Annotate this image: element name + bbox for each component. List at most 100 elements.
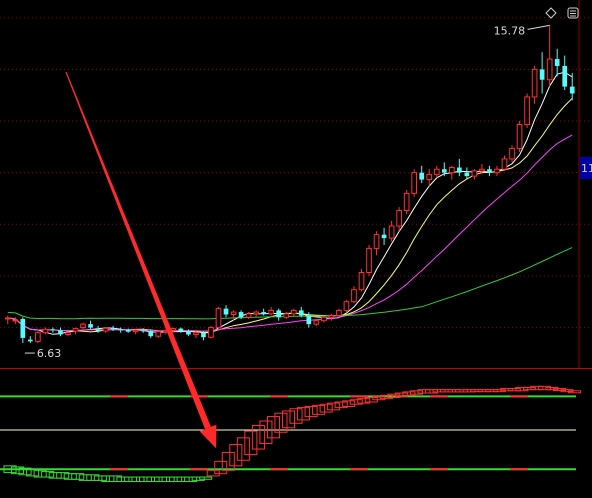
candle-body-32 — [245, 313, 252, 318]
red-arrow-annotation — [65, 71, 217, 449]
candle-1 — [12, 317, 19, 325]
candle-73 — [554, 48, 560, 77]
candle-33 — [253, 310, 259, 318]
indicator-bar-7 — [56, 472, 70, 479]
candle-body-41 — [313, 320, 320, 325]
diamond-icon[interactable] — [543, 6, 559, 22]
candle-body-35 — [268, 309, 275, 315]
candle-body-66 — [501, 158, 508, 170]
candle-74 — [562, 55, 568, 91]
indicator-bar-58 — [440, 389, 454, 393]
candle-32 — [245, 312, 252, 319]
indicator-bar-19 — [146, 476, 160, 483]
candlestick-series — [4, 25, 575, 344]
candle-24 — [186, 329, 191, 337]
candle-19 — [148, 329, 154, 338]
candle-71 — [539, 52, 545, 94]
candle-body-57 — [433, 168, 440, 175]
candle-body-34 — [261, 312, 266, 314]
candle-62 — [471, 169, 478, 180]
indicator-bar-64 — [485, 389, 499, 393]
candle-29 — [223, 305, 229, 318]
candle-20 — [155, 331, 162, 338]
candle-body-31 — [238, 312, 244, 318]
candle-body-7 — [58, 330, 63, 335]
low-price-label: 6.63 — [37, 347, 62, 360]
candle-35 — [268, 306, 275, 316]
ma20-line — [7, 134, 573, 332]
high-price-label: 15.78 — [494, 24, 526, 37]
candle-body-45 — [343, 301, 350, 311]
candle-body-19 — [148, 331, 154, 337]
candle-body-52 — [396, 210, 402, 227]
candle-body-23 — [178, 328, 184, 332]
indicator-bar-36 — [274, 412, 288, 433]
indicator-bar-18 — [138, 476, 153, 483]
indicator-bar-34 — [259, 420, 273, 444]
indicator-bar-29 — [221, 451, 235, 471]
candle-body-38 — [290, 309, 297, 315]
indicator-bar-30 — [229, 444, 243, 467]
candle-body-68 — [516, 123, 523, 150]
candle-body-13 — [102, 327, 109, 332]
candle-body-33 — [253, 311, 259, 315]
indicator-bar-17 — [131, 476, 145, 483]
candle-body-54 — [411, 172, 418, 194]
candle-body-28 — [215, 308, 222, 329]
indicator-bar-4 — [33, 469, 47, 478]
indicator-bar-47 — [357, 398, 371, 404]
candle-51 — [388, 220, 395, 242]
ma60-line — [7, 247, 573, 320]
candle-body-59 — [448, 167, 455, 174]
candle-47 — [358, 269, 365, 292]
indicator-bar-50 — [379, 394, 393, 400]
indicator-bar-6 — [48, 472, 62, 479]
indicator-bar-46 — [349, 399, 363, 405]
indicator-bar-25 — [191, 476, 205, 481]
indicator-bar-27 — [206, 469, 220, 477]
candle-body-44 — [336, 309, 342, 317]
candle-54 — [411, 169, 418, 197]
indicator-bar-68 — [515, 386, 529, 392]
candle-body-62 — [471, 170, 478, 177]
indicator-bar-41 — [312, 404, 326, 415]
indicator-bar-16 — [123, 476, 137, 483]
indicator-bar-35 — [266, 416, 280, 439]
candle-28 — [215, 306, 222, 330]
indicator-bar-63 — [477, 389, 491, 393]
candle-31 — [238, 310, 244, 319]
price-axis-marker — [580, 157, 592, 179]
indicator-bar-61 — [462, 389, 476, 393]
indicator-bar-9 — [71, 473, 85, 480]
indicator-bar-69 — [522, 386, 536, 391]
indicator-bar-55 — [417, 389, 431, 394]
indicator-bar-32 — [244, 430, 258, 456]
candle-18 — [140, 328, 146, 333]
candle-body-18 — [140, 330, 146, 332]
indicator-bar-59 — [447, 389, 461, 393]
indicator-bar-21 — [161, 476, 175, 483]
square-icon[interactable] — [565, 6, 581, 22]
candle-body-3 — [28, 339, 33, 342]
indicator-bar-23 — [176, 476, 190, 483]
candle-25 — [193, 331, 199, 338]
indicator-step-series — [3, 385, 582, 483]
indicator-bar-62 — [470, 389, 484, 393]
indicator-bar-71 — [537, 385, 551, 391]
candle-body-43 — [328, 315, 335, 318]
candle-4 — [35, 331, 41, 344]
indicator-bar-75 — [567, 390, 582, 394]
indicator-bar-40 — [304, 405, 318, 418]
indicator-bar-28 — [214, 460, 228, 475]
candle-body-6 — [50, 329, 56, 331]
indicator-bar-70 — [530, 385, 544, 391]
indicator-bar-33 — [251, 425, 265, 450]
candle-7 — [58, 327, 63, 337]
candle-38 — [290, 308, 297, 318]
candle-body-5 — [42, 328, 49, 334]
arrow-head — [199, 424, 217, 449]
candle-48 — [366, 244, 372, 276]
candle-17 — [132, 329, 139, 335]
